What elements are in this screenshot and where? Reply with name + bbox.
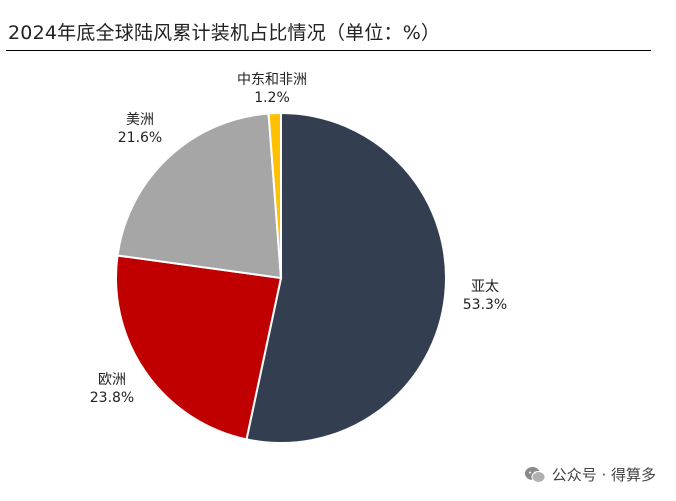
slice-value-3: 1.2% xyxy=(254,90,290,106)
wechat-icon xyxy=(524,466,546,483)
chart-title: 2024年底全球陆风累计装机占比情况（单位：%） xyxy=(8,22,441,44)
watermark-text: 公众号 · 得算多 xyxy=(551,466,656,484)
slice-value-0: 53.3% xyxy=(463,297,507,313)
pie-slice-1 xyxy=(115,254,283,441)
slice-value-1: 23.8% xyxy=(90,390,134,406)
watermark: 公众号 · 得算多 xyxy=(524,464,656,485)
slice-label-2: 美洲 xyxy=(126,112,154,128)
slice-label-1: 欧洲 xyxy=(98,372,126,388)
title-divider xyxy=(6,50,651,51)
slice-value-2: 21.6% xyxy=(118,130,162,146)
pie-slice-0 xyxy=(245,111,447,444)
slice-label-3: 中东和非洲 xyxy=(237,72,307,88)
slice-label-0: 亚太 xyxy=(471,279,499,295)
pie-slice-3 xyxy=(267,111,282,279)
pie-slice-2 xyxy=(116,112,283,280)
